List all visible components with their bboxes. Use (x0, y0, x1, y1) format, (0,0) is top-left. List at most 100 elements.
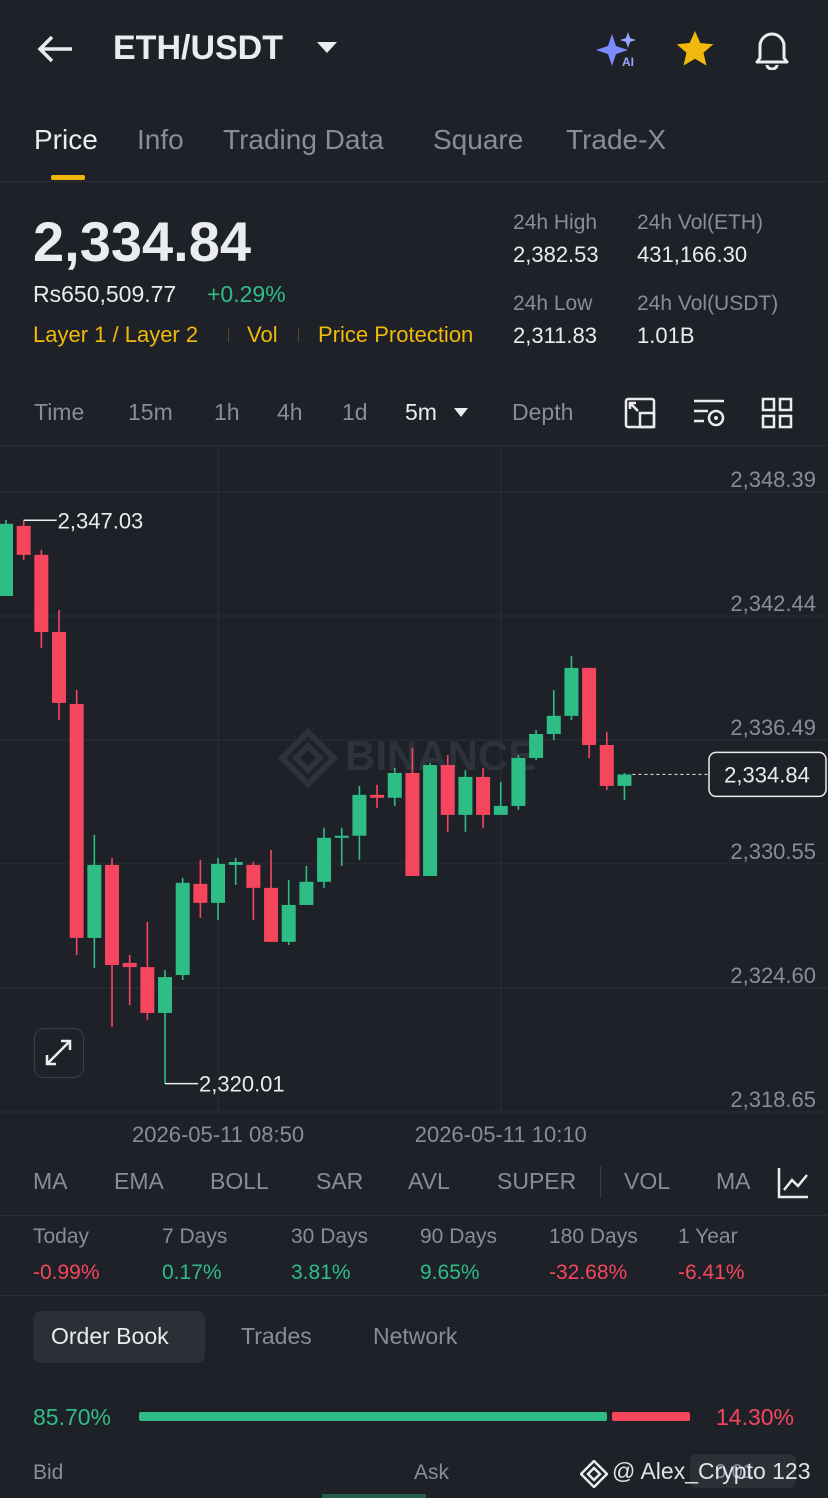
candle-body (158, 977, 173, 1013)
candle-body (299, 881, 314, 905)
last-price-tag (708, 751, 827, 798)
tag-separator (228, 328, 229, 342)
candle-body (246, 864, 261, 888)
last-price: 2,334.84 (33, 210, 251, 273)
back-icon[interactable] (36, 34, 74, 64)
x-tick-label: 2026-05-11 10:10 (415, 1122, 587, 1147)
tag[interactable]: Layer 1 / Layer 2 (33, 322, 199, 347)
candle-body (617, 774, 632, 786)
candle-body (16, 525, 31, 555)
bid-bar (139, 1412, 607, 1421)
indicator[interactable]: MA (33, 1168, 68, 1194)
interval[interactable]: Time (34, 399, 85, 425)
candle-body (423, 765, 438, 876)
interval[interactable]: 1h (214, 399, 240, 425)
book-tab[interactable]: Trades (241, 1323, 312, 1349)
candle-body (281, 904, 296, 942)
indicator[interactable]: MA (716, 1170, 751, 1193)
candle-body (546, 715, 561, 734)
candle-body (105, 864, 120, 966)
stat-label: 24h Vol(ETH) (637, 211, 764, 234)
candle-body (211, 863, 226, 903)
tab[interactable]: Price (34, 124, 98, 155)
scroll-hint (322, 1494, 426, 1498)
settings-icon[interactable] (692, 397, 728, 431)
pair-title[interactable]: ETH/USDT (113, 29, 283, 67)
period-label: Today (33, 1225, 90, 1248)
period-label: 7 Days (162, 1225, 228, 1248)
indicator[interactable]: BOLL (210, 1168, 269, 1194)
tag[interactable]: Price Protection (318, 322, 474, 347)
indicator[interactable]: VOL (624, 1168, 671, 1194)
y-tick-label: 2,336.49 (730, 715, 816, 740)
candle-body (529, 733, 544, 758)
interval[interactable]: 1d (342, 399, 368, 425)
layout-icon[interactable] (761, 397, 795, 431)
candle-body (264, 887, 279, 942)
y-tick-label: 2,342.44 (730, 591, 816, 616)
candle-body (564, 667, 579, 716)
book-tab[interactable]: Network (373, 1323, 458, 1349)
stat-value: 2,311.83 (513, 323, 598, 348)
indicator[interactable]: EMA (114, 1168, 164, 1194)
dropdown-icon[interactable] (316, 40, 338, 54)
interval[interactable]: 4h (277, 399, 303, 425)
candle-body (387, 772, 402, 798)
candle-body (599, 745, 614, 786)
indicator-icon[interactable] (776, 1166, 810, 1200)
candle-body (140, 967, 155, 1013)
candle-body (34, 554, 49, 633)
watermark-logo (580, 1460, 608, 1488)
book-tab[interactable]: Order Book (51, 1323, 169, 1349)
watermark-logo (277, 727, 339, 789)
favorite-icon[interactable] (675, 29, 715, 69)
tag[interactable]: Vol (247, 322, 278, 347)
candle-body (493, 805, 508, 815)
tab[interactable]: Trade-X (566, 124, 667, 155)
interval[interactable]: 5m (405, 399, 437, 425)
period-label: 90 Days (420, 1225, 498, 1248)
active-tab-bg (33, 1311, 205, 1363)
candle-body (334, 835, 349, 838)
period-label: 30 Days (291, 1225, 369, 1248)
candle-body (122, 962, 137, 968)
stat-value: 2,382.53 (513, 242, 599, 267)
alert-icon[interactable] (752, 28, 792, 70)
tab[interactable]: Trading Data (223, 124, 384, 155)
bid-label: Bid (33, 1461, 64, 1484)
stat-label: 24h High (513, 211, 598, 234)
candle-body (476, 776, 491, 815)
stat-value: 431,166.30 (637, 242, 748, 267)
fullscreen-icon[interactable] (624, 397, 658, 431)
indicator[interactable]: AVL (408, 1168, 450, 1194)
indicator[interactable]: SUPER (497, 1168, 577, 1194)
step-select[interactable] (690, 1454, 796, 1488)
candle-body (582, 667, 597, 746)
interval[interactable]: 15m (128, 399, 173, 425)
divider (0, 181, 828, 182)
svg-text:AI: AI (622, 55, 634, 69)
separator (600, 1166, 601, 1198)
high-marker-label: 2,347.03 (58, 508, 144, 533)
candle-body (87, 864, 102, 938)
expand-button[interactable] (34, 1028, 84, 1078)
divider (0, 1295, 828, 1296)
price-change: +0.29% (207, 281, 286, 307)
tab[interactable]: Info (137, 124, 184, 155)
ai-icon[interactable]: AI (596, 30, 640, 70)
ask-ratio: 14.30% (715, 1404, 794, 1430)
candle-body (52, 632, 67, 703)
candle-body (440, 765, 455, 815)
tab[interactable]: Square (433, 124, 524, 155)
candle-body (69, 703, 84, 938)
interval[interactable]: Depth (512, 399, 574, 425)
step-value: 0.01 (715, 1461, 754, 1483)
candle-body (317, 837, 332, 882)
candle-body (511, 757, 526, 806)
period-label: 1 Year (678, 1225, 738, 1248)
indicator[interactable]: SAR (316, 1168, 364, 1194)
candle-body (370, 794, 385, 798)
y-tick-label: 2,318.65 (730, 1087, 816, 1112)
ask-bar (611, 1412, 690, 1421)
dropdown-icon[interactable] (453, 407, 469, 418)
